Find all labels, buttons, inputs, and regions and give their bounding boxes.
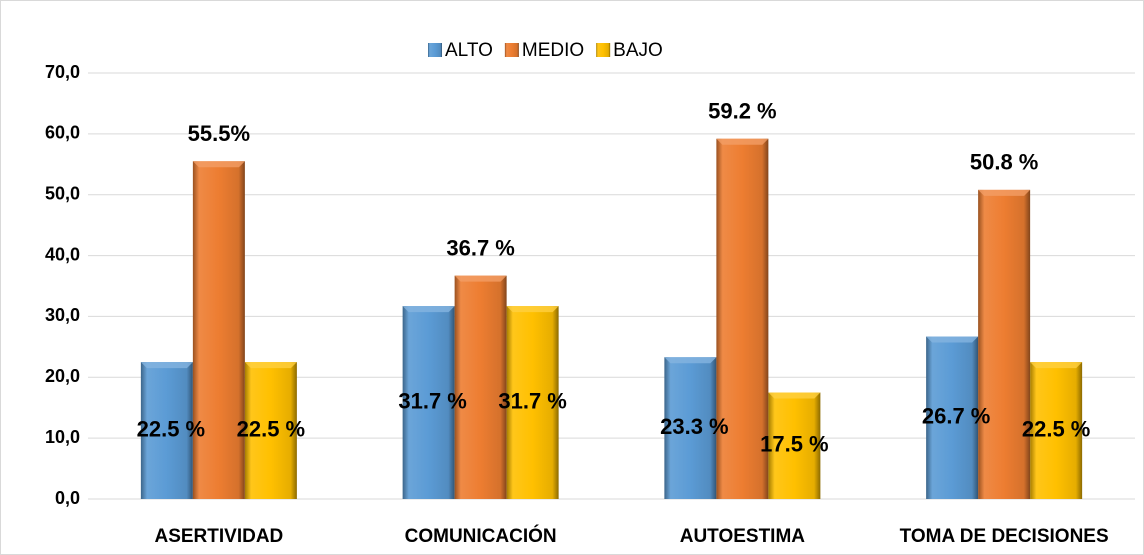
x-tick-label: COMUNICACIÓN — [405, 525, 557, 547]
data-label: 55.5% — [188, 121, 250, 146]
bar — [192, 161, 245, 499]
data-label: 36.7 % — [446, 235, 515, 260]
bar — [926, 336, 979, 499]
bar-bevel — [768, 392, 821, 399]
bar-bevel — [664, 357, 717, 364]
bar-bevel — [244, 362, 297, 369]
x-tick-label: AUTOESTIMA — [680, 526, 806, 547]
bar-bevel — [506, 306, 559, 313]
bar-bevel — [140, 362, 193, 369]
bar — [140, 362, 193, 499]
data-label: 22.5 % — [237, 416, 306, 441]
bar-bevel — [192, 161, 245, 168]
y-tick-label: 10,0 — [45, 427, 80, 447]
bar — [506, 306, 559, 499]
bar — [768, 392, 821, 499]
bar — [1030, 362, 1083, 499]
data-label: 50.8 % — [970, 150, 1039, 175]
y-tick-label: 0,0 — [55, 488, 80, 508]
bar — [664, 357, 717, 499]
y-tick-label: 70,0 — [45, 62, 80, 82]
legend-label: ALTO — [445, 40, 493, 61]
legend-swatch — [596, 43, 611, 57]
bar — [716, 138, 769, 499]
data-label: 23.3 % — [660, 414, 729, 439]
bar-bevel — [926, 336, 979, 343]
x-tick-label: ASERTIVIDAD — [154, 526, 283, 547]
legend-label: MEDIO — [522, 40, 584, 61]
y-tick-label: 30,0 — [45, 305, 80, 325]
data-label: 22.5 % — [137, 416, 206, 441]
legend-label: BAJO — [613, 40, 663, 61]
bar — [978, 189, 1031, 500]
bar-bevel — [454, 275, 507, 282]
x-tick-label: TOMA DE DECISIONES — [900, 526, 1109, 547]
data-label: 26.7 % — [922, 404, 991, 429]
bar-bevel — [978, 189, 1031, 196]
data-label: 31.7 % — [498, 388, 567, 413]
data-label: 31.7 % — [398, 388, 467, 413]
bar — [402, 306, 455, 499]
data-label: 17.5 % — [760, 432, 829, 457]
bar-bevel — [716, 138, 769, 145]
y-tick-label: 20,0 — [45, 366, 80, 386]
legend-swatch — [504, 43, 519, 57]
bar-bevel — [1030, 362, 1083, 369]
bar — [244, 362, 297, 499]
y-tick-label: 40,0 — [45, 244, 80, 264]
data-label: 22.5 % — [1022, 416, 1091, 441]
data-label: 59.2 % — [708, 99, 777, 124]
legend-swatch — [428, 43, 442, 57]
y-tick-label: 60,0 — [45, 123, 80, 143]
bar-bevel — [402, 306, 455, 313]
bar — [454, 275, 507, 499]
y-tick-label: 50,0 — [45, 183, 80, 203]
